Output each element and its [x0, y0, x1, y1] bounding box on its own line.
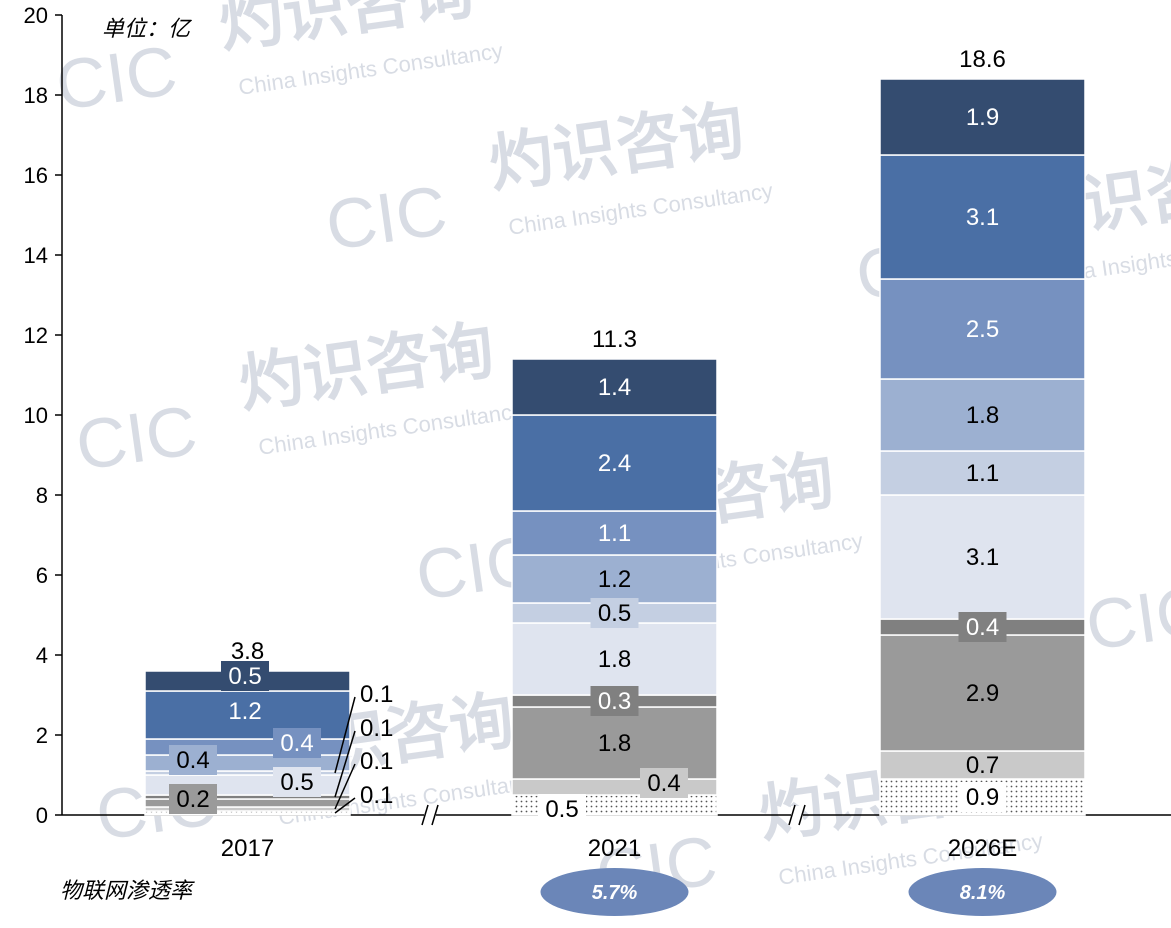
- axis-break-line: [788, 804, 796, 826]
- y-tick-label: 20: [24, 3, 48, 28]
- bar-segment: [879, 154, 1086, 280]
- segment-label: 1.8: [966, 402, 999, 429]
- bar-segment: [511, 554, 718, 604]
- watermark-cn: 灼识咨询: [485, 94, 749, 201]
- leader-line: [334, 797, 356, 814]
- bar-segment: [879, 278, 1086, 380]
- bar-segment: [511, 414, 718, 512]
- seg-label-box: [590, 598, 639, 628]
- segment-label: 0.2: [176, 786, 209, 813]
- labels: 3.8 2017 0.2 0.5 0.4 0.4 1.2 0.5 0.1 0.1 0.1 0.1 11.…: [169, 46, 1057, 916]
- axis-break-gap-1: [791, 806, 803, 824]
- segment-label: 0.4: [647, 770, 680, 797]
- y-tick-label: 2: [36, 723, 48, 748]
- axis-break-line: [421, 804, 429, 826]
- segment-label: 0.5: [545, 796, 578, 823]
- bar-segment: [879, 634, 1086, 752]
- leader-line: [334, 763, 356, 810]
- penetration-rate-ellipse: [540, 868, 689, 916]
- seg-label-box: [169, 745, 217, 775]
- seg-label-box: [640, 768, 688, 798]
- bar-segment: [511, 358, 718, 416]
- seg-label-box: [958, 612, 1007, 642]
- seg-label-box: [273, 728, 321, 758]
- penetration-rate-ellipse: [908, 868, 1057, 916]
- axes: 0 2 4 6 8 10 12 14 16 18 20: [24, 3, 1171, 828]
- axis-break-gap-0: [424, 806, 436, 824]
- bar-segment: [879, 750, 1086, 780]
- segment-label: 2.4: [598, 450, 631, 477]
- axis-break-line: [798, 804, 806, 826]
- unit-label: 单位：亿: [102, 16, 193, 41]
- segment-label: 0.4: [176, 747, 209, 774]
- seg-label-box: [169, 784, 217, 814]
- bar-segment: [879, 78, 1086, 156]
- y-tick-label: 18: [24, 83, 48, 108]
- penetration-rate-value: 5.7%: [592, 882, 638, 904]
- segment-label: 0.5: [228, 663, 261, 690]
- leader-line: [334, 696, 356, 774]
- segment-label: 1.8: [598, 730, 631, 757]
- y-tick-label: 14: [24, 243, 48, 268]
- segment-label: 3.1: [966, 204, 999, 231]
- axis-break-line: [431, 804, 439, 826]
- segment-label: 0.4: [966, 614, 999, 641]
- y-tick-label: 4: [36, 643, 48, 668]
- segment-label: 0.4: [280, 730, 313, 757]
- seg-label-box: [273, 767, 321, 797]
- penetration-rate-label: 物联网渗透率: [60, 878, 195, 903]
- penetration-rate-value: 8.1%: [960, 882, 1006, 904]
- y-tick-label: 12: [24, 323, 48, 348]
- segment-label: 0.3: [598, 688, 631, 715]
- bar-segment: [879, 378, 1086, 452]
- callout-label: 0.1: [360, 681, 393, 708]
- watermark-cn: 灼识咨询: [235, 314, 499, 421]
- segment-label: 1.2: [228, 698, 261, 725]
- segment-label: 1.8: [598, 646, 631, 673]
- y-tick-label: 8: [36, 483, 48, 508]
- segment-label: 1.9: [966, 104, 999, 131]
- callout-label: 0.1: [360, 782, 393, 809]
- y-tick-label: 16: [24, 163, 48, 188]
- segment-label: 2.9: [966, 680, 999, 707]
- total-label: 11.3: [592, 326, 637, 353]
- watermark-logo: CIC: [51, 31, 181, 125]
- leader-line: [334, 730, 356, 798]
- segment-label: 1.4: [598, 374, 631, 401]
- seg-label-box: [958, 782, 1007, 812]
- y-tick-label: 10: [24, 403, 48, 428]
- callout-label: 0.1: [360, 715, 393, 742]
- seg-label-box: [590, 686, 639, 716]
- seg-label-box: [538, 794, 586, 824]
- category-label: 2017: [221, 835, 274, 862]
- segment-label: 2.5: [966, 316, 999, 343]
- y-tick-label: 6: [36, 563, 48, 588]
- bar-segment: [511, 510, 718, 556]
- segment-label: 1.2: [598, 566, 631, 593]
- bar-segment: [511, 622, 718, 696]
- category-label: 2021: [588, 835, 641, 862]
- total-label: 3.8: [231, 638, 264, 665]
- segment-label: 0.7: [966, 752, 999, 779]
- watermark-logo: CIC: [71, 391, 201, 485]
- seg-label-box: [221, 661, 269, 691]
- watermark-logo: CIC: [321, 171, 451, 265]
- callout-label: 0.1: [360, 748, 393, 775]
- segment-label: 0.5: [280, 769, 313, 796]
- category-label: 2026E: [948, 835, 1017, 862]
- segment-label: 3.1: [966, 544, 999, 571]
- segment-label: 0.9: [966, 784, 999, 811]
- total-label: 18.6: [959, 46, 1006, 73]
- segment-label: 0.5: [598, 600, 631, 627]
- segment-label: 1.1: [598, 520, 631, 547]
- segment-label: 1.1: [966, 460, 999, 487]
- watermark-logo: CIC: [1081, 571, 1171, 665]
- y-tick-label: 0: [36, 803, 48, 828]
